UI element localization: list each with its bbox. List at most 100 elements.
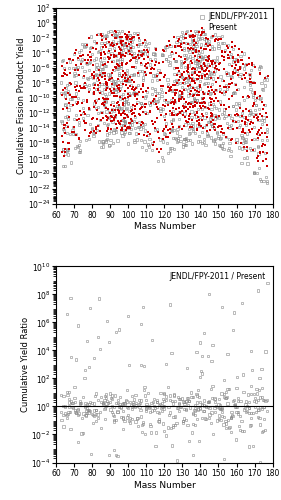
JENDL/FPY-2011 (167, 86, 171, 94)
Point (249, 347, 253, 355)
JENDL/FPY-2011 (97, 82, 101, 90)
Present (221, 56, 226, 64)
JENDL/FPY-2011 (209, 32, 214, 40)
JENDL/FPY-2011 (193, 75, 198, 83)
Present (189, 28, 193, 36)
JENDL/FPY-2011 (150, 84, 154, 92)
Point (155, 396, 159, 404)
Point (113, 392, 117, 400)
Present (178, 86, 182, 94)
Present (198, 102, 202, 110)
Present (124, 78, 129, 86)
Point (251, 409, 255, 417)
Present (197, 58, 201, 66)
Point (107, 338, 111, 345)
Point (108, 390, 112, 398)
JENDL/FPY-2011 (121, 46, 125, 54)
Point (209, 385, 214, 393)
Present (197, 28, 201, 36)
JENDL/FPY-2011 (177, 115, 181, 123)
JENDL/FPY-2011 (80, 40, 84, 48)
Point (115, 408, 120, 416)
JENDL/FPY-2011 (119, 78, 123, 86)
Point (112, 403, 116, 411)
JENDL/FPY-2011 (199, 52, 203, 60)
Point (197, 393, 201, 401)
Present (114, 120, 118, 128)
JENDL/FPY-2011 (231, 102, 235, 110)
Point (226, 416, 230, 424)
JENDL/FPY-2011 (196, 51, 200, 59)
Present (209, 98, 213, 106)
Present (206, 57, 210, 65)
Point (255, 390, 259, 398)
JENDL/FPY-2011 (72, 72, 76, 80)
Point (104, 402, 108, 410)
JENDL/FPY-2011 (261, 86, 265, 94)
JENDL/FPY-2011 (248, 78, 252, 86)
JENDL/FPY-2011 (110, 88, 115, 96)
Present (85, 42, 89, 50)
Present (220, 48, 224, 56)
JENDL/FPY-2011 (261, 116, 266, 124)
Present (81, 84, 86, 92)
JENDL/FPY-2011 (108, 40, 113, 48)
JENDL/FPY-2011 (186, 62, 191, 70)
Present (157, 70, 162, 78)
JENDL/FPY-2011 (196, 53, 201, 61)
Point (223, 394, 228, 402)
Present (239, 128, 244, 136)
Present (178, 73, 182, 81)
JENDL/FPY-2011 (194, 42, 199, 50)
Present (216, 36, 220, 44)
JENDL/FPY-2011 (65, 146, 70, 154)
JENDL/FPY-2011 (103, 32, 108, 40)
JENDL/FPY-2011 (218, 134, 223, 142)
Present (208, 46, 212, 54)
JENDL/FPY-2011 (191, 124, 196, 132)
Present (210, 86, 214, 94)
JENDL/FPY-2011 (193, 64, 198, 72)
Point (229, 414, 234, 422)
JENDL/FPY-2011 (121, 116, 125, 124)
Present (106, 95, 110, 103)
Present (171, 122, 175, 130)
JENDL/FPY-2011 (99, 80, 104, 88)
JENDL/FPY-2011 (141, 123, 146, 131)
JENDL/FPY-2011 (121, 90, 125, 98)
Present (229, 62, 234, 70)
Present (127, 118, 132, 126)
Present (104, 112, 108, 120)
Present (103, 72, 108, 80)
JENDL/FPY-2011 (91, 80, 96, 88)
Present (146, 48, 151, 56)
Present (257, 126, 261, 134)
Present (178, 108, 182, 116)
Present (117, 50, 121, 58)
Present (213, 126, 217, 134)
JENDL/FPY-2011 (124, 35, 129, 43)
Point (73, 356, 78, 364)
JENDL/FPY-2011 (139, 60, 143, 68)
Present (188, 104, 192, 112)
Point (85, 400, 89, 408)
JENDL/FPY-2011 (75, 64, 80, 72)
Present (121, 100, 125, 108)
JENDL/FPY-2011 (242, 96, 246, 104)
Present (62, 70, 67, 78)
Present (105, 116, 110, 124)
JENDL/FPY-2011 (62, 150, 67, 158)
JENDL/FPY-2011 (204, 36, 209, 44)
Point (245, 407, 250, 415)
JENDL/FPY-2011 (74, 64, 79, 72)
Present (79, 112, 83, 120)
Present (131, 34, 135, 42)
JENDL/FPY-2011 (151, 99, 156, 107)
JENDL/FPY-2011 (104, 108, 109, 116)
Present (141, 93, 145, 101)
JENDL/FPY-2011 (59, 88, 63, 96)
Point (124, 398, 129, 406)
JENDL/FPY-2011 (97, 87, 101, 95)
Present (233, 42, 237, 50)
Point (194, 348, 199, 356)
